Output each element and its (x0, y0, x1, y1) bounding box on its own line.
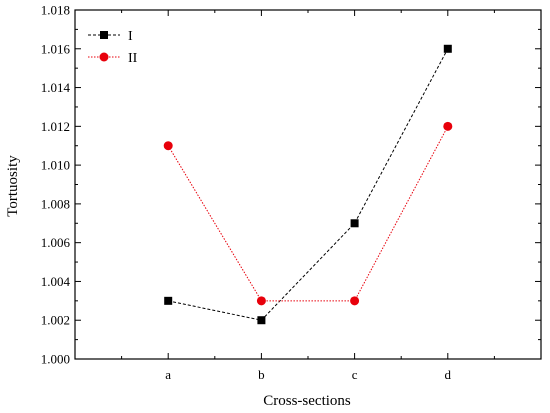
data-point (350, 296, 360, 306)
y-tick-label: 1.012 (41, 119, 70, 134)
x-tick-label: a (165, 367, 171, 382)
plot-frame-layer (74, 9, 542, 360)
legend-label: II (128, 51, 138, 66)
legend: III (88, 29, 138, 66)
x-axis-title: Cross-sections (263, 393, 351, 409)
x-tick-label: c (352, 367, 358, 382)
y-axis: 1.000 1.002 1.004 1.006 1.008 1.010 1.012 1.014… (41, 3, 541, 367)
x-axis: a b c d (121, 10, 495, 382)
y-tick-label: 1.002 (41, 313, 70, 328)
series-line (168, 48, 449, 321)
series-II (163, 121, 453, 306)
series-line (167, 126, 449, 302)
series-layer (163, 44, 453, 325)
y-tick-label: 1.000 (41, 352, 70, 367)
series-I (164, 44, 452, 325)
data-point (257, 316, 266, 325)
y-tick-label: 1.018 (41, 3, 70, 18)
y-tick-label: 1.010 (41, 158, 70, 173)
legend-item: II (88, 51, 138, 66)
legend-marker (99, 52, 109, 62)
x-tick-label: d (445, 367, 452, 382)
y-tick-label: 1.016 (41, 41, 71, 56)
data-point (350, 219, 359, 228)
data-point (164, 296, 173, 305)
y-tick-label: 1.006 (41, 235, 71, 250)
legend-marker (100, 31, 108, 39)
y-tick-label: 1.008 (41, 196, 70, 211)
y-tick-label: 1.004 (41, 274, 71, 289)
data-point (443, 121, 453, 131)
legend-label: I (128, 29, 133, 44)
x-tick-label: b (258, 367, 265, 382)
plot-frame (74, 9, 542, 360)
data-point (443, 44, 452, 53)
legend-item: I (88, 29, 133, 44)
y-tick-label: 1.014 (41, 80, 71, 95)
data-point (163, 141, 173, 151)
data-point (256, 296, 266, 306)
y-axis-title: Tortuosity (5, 155, 21, 217)
